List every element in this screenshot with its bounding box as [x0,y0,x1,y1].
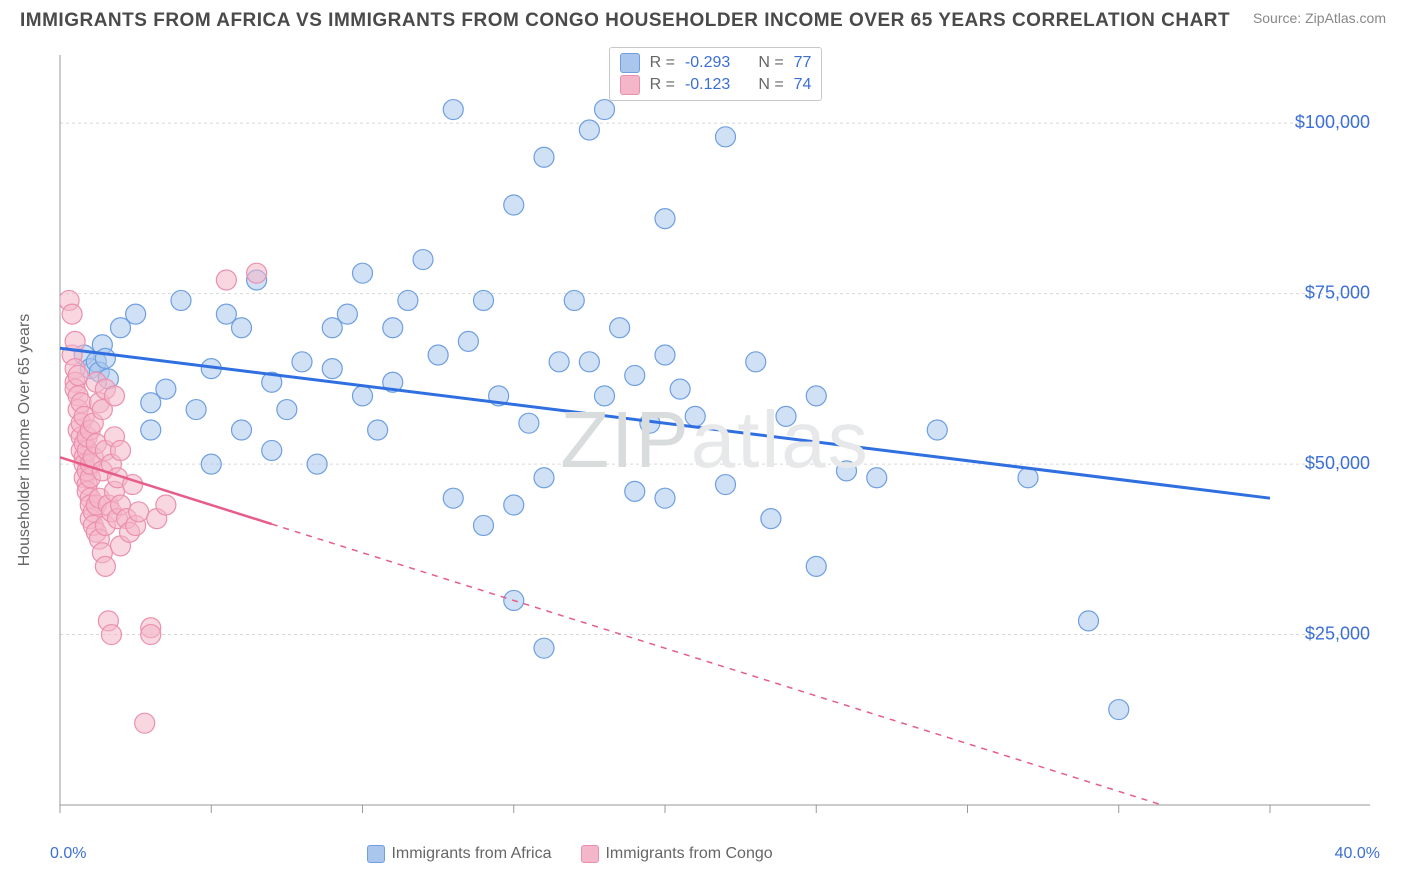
stat-n-label: N = [758,76,783,94]
chart-header: IMMIGRANTS FROM AFRICA VS IMMIGRANTS FRO… [0,0,1406,32]
legend-label: Immigrants from Africa [391,845,551,863]
stat-n-label: N = [758,54,783,72]
stat-r-value: -0.293 [685,54,730,72]
svg-text:$50,000: $50,000 [1305,453,1370,473]
stat-n-value: 74 [794,76,812,94]
svg-text:$25,000: $25,000 [1305,624,1370,644]
stat-r-label: R = [650,54,675,72]
chart-title: IMMIGRANTS FROM AFRICA VS IMMIGRANTS FRO… [20,10,1230,32]
stat-r-label: R = [650,76,675,94]
correlation-legend: R = -0.293 N = 77 R = -0.123 N = 74 [609,47,823,101]
chart-area: Householder Income Over 65 years $25,000… [50,45,1380,835]
svg-text:$100,000: $100,000 [1295,112,1370,132]
legend-swatch [581,845,599,863]
legend-item: Immigrants from Africa [367,845,551,863]
legend-label: Immigrants from Congo [605,845,772,863]
chart-source: Source: ZipAtlas.com [1253,10,1386,26]
scatter-plot: $25,000 $50,000 $75,000 $100,000 [50,45,1380,835]
legend-item: Immigrants from Congo [581,845,772,863]
stat-legend-row: R = -0.293 N = 77 [620,52,812,74]
source-prefix: Source: [1253,10,1305,26]
stat-swatch [620,53,640,73]
x-max-label: 40.0% [1335,845,1380,863]
x-axis-row: 0.0% Immigrants from AfricaImmigrants fr… [50,845,1380,863]
series-legend: Immigrants from Africa Immigrants from Co… [367,845,772,863]
legend-swatch [367,845,385,863]
source-link[interactable]: ZipAtlas.com [1305,10,1386,26]
stat-r-value: -0.123 [685,76,730,94]
stat-n-value: 77 [794,54,812,72]
stat-legend-row: R = -0.123 N = 74 [620,74,812,96]
y-axis-label: Householder Income Over 65 years [16,314,34,567]
x-min-label: 0.0% [50,845,86,863]
svg-text:$75,000: $75,000 [1305,283,1370,303]
stat-swatch [620,75,640,95]
